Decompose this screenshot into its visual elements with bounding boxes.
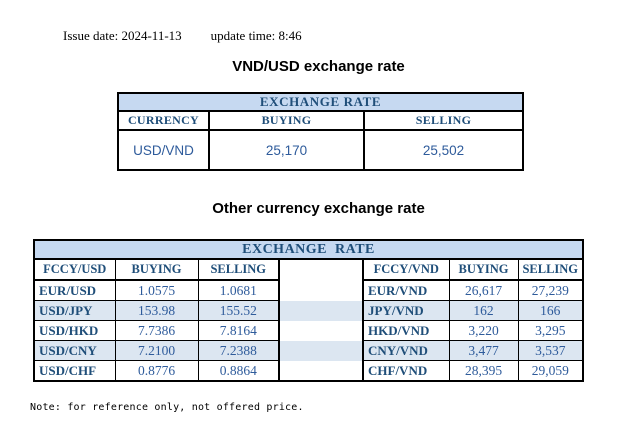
- currency-pair-cell: USD/VND: [117, 129, 210, 171]
- column-header-selling-vnd: SELLING: [517, 258, 584, 281]
- table-row-hkd: USD/HKD 7.7386 7.8164 HKD/VND 3,220 3,29…: [33, 320, 584, 341]
- column-header-buying: BUYING: [208, 110, 365, 131]
- currency-pair-cell: USD/HKD: [33, 320, 116, 341]
- currency-pair-cell: USD/JPY: [33, 300, 116, 321]
- buying-rate-cell: 7.2100: [114, 340, 199, 361]
- meta-line: Issue date: 2024-11-13 update time: 8:46: [63, 28, 302, 44]
- selling-rate-cell: 7.8164: [197, 320, 280, 341]
- buying-rate-cell: 26,617: [448, 279, 519, 301]
- selling-rate-cell: 27,239: [517, 279, 584, 301]
- buying-rate-cell: 3,477: [448, 340, 519, 361]
- buying-rate-cell: 3,220: [448, 320, 519, 341]
- spacer-cell: [278, 320, 364, 341]
- currency-pair-cell: EUR/VND: [362, 279, 450, 301]
- selling-rate-cell: 25,502: [363, 129, 524, 171]
- issue-date-text: Issue date: 2024-11-13: [63, 28, 182, 43]
- spacer-cell: [278, 360, 364, 381]
- selling-rate-cell: 3,295: [517, 320, 584, 341]
- column-header-selling-usd: SELLING: [197, 258, 280, 281]
- column-header-fccy-vnd: FCCY/VND: [362, 258, 450, 281]
- selling-rate-cell: 0.8864: [197, 360, 280, 382]
- table-row-jpy: USD/JPY 153.98 155.52 JPY/VND 162 166: [33, 300, 584, 321]
- spacer-header-cell: [278, 258, 364, 280]
- table-row-eur: EUR/USD 1.0575 1.0681 EUR/VND 26,617 27,…: [33, 279, 584, 301]
- other-table-column-header-row: FCCY/USD BUYING SELLING FCCY/VND BUYING …: [33, 258, 584, 281]
- spacer-cell: [278, 300, 364, 321]
- table-row-chf: USD/CHF 0.8776 0.8864 CHF/VND 28,395 29,…: [33, 360, 584, 382]
- currency-pair-cell: HKD/VND: [362, 320, 450, 341]
- buying-rate-cell: 153.98: [114, 300, 199, 321]
- buying-rate-cell: 1.0575: [114, 279, 199, 301]
- buying-rate-cell: 28,395: [448, 360, 519, 382]
- buying-rate-cell: 0.8776: [114, 360, 199, 382]
- buying-rate-cell: 7.7386: [114, 320, 199, 341]
- table-row-usd-vnd: USD/VND 25,170 25,502: [117, 129, 524, 171]
- currency-pair-cell: USD/CNY: [33, 340, 116, 361]
- usd-table-banner-row: EXCHANGE RATE: [117, 92, 524, 112]
- selling-rate-cell: 166: [517, 300, 584, 321]
- usd-table-title: VND/USD exchange rate: [232, 58, 405, 75]
- column-header-buying-usd: BUYING: [114, 258, 199, 281]
- buying-rate-cell: 25,170: [208, 129, 365, 171]
- other-table-title: Other currency exchange rate: [212, 200, 425, 217]
- table-row-cny: USD/CNY 7.2100 7.2388 CNY/VND 3,477 3,53…: [33, 340, 584, 361]
- selling-rate-cell: 7.2388: [197, 340, 280, 361]
- currency-pair-cell: JPY/VND: [362, 300, 450, 321]
- column-header-fccy-usd: FCCY/USD: [33, 258, 116, 281]
- column-header-buying-vnd: BUYING: [448, 258, 519, 281]
- spacer-cell: [278, 340, 364, 361]
- currency-pair-cell: CNY/VND: [362, 340, 450, 361]
- other-table-banner-row: EXCHANGE RATE: [33, 239, 584, 260]
- other-currency-table: EXCHANGE RATE FCCY/USD BUYING SELLING FC…: [33, 239, 585, 382]
- column-header-selling: SELLING: [363, 110, 524, 131]
- selling-rate-cell: 29,059: [517, 360, 584, 382]
- note-text: Note: for reference only, not offered pr…: [30, 402, 304, 413]
- usd-table-banner: EXCHANGE RATE: [117, 92, 524, 112]
- spacer-cell: [278, 280, 364, 301]
- update-time-text: update time: 8:46: [210, 28, 302, 43]
- other-table-banner: EXCHANGE RATE: [33, 239, 584, 260]
- selling-rate-cell: 3,537: [517, 340, 584, 361]
- usd-table-column-header-row: CURRENCY BUYING SELLING: [117, 110, 524, 131]
- buying-rate-cell: 162: [448, 300, 519, 321]
- currency-pair-cell: EUR/USD: [33, 279, 116, 301]
- column-header-currency: CURRENCY: [117, 110, 210, 131]
- selling-rate-cell: 1.0681: [197, 279, 280, 301]
- selling-rate-cell: 155.52: [197, 300, 280, 321]
- usd-vnd-table: EXCHANGE RATE CURRENCY BUYING SELLING US…: [117, 92, 524, 171]
- currency-pair-cell: USD/CHF: [33, 360, 116, 382]
- currency-pair-cell: CHF/VND: [362, 360, 450, 382]
